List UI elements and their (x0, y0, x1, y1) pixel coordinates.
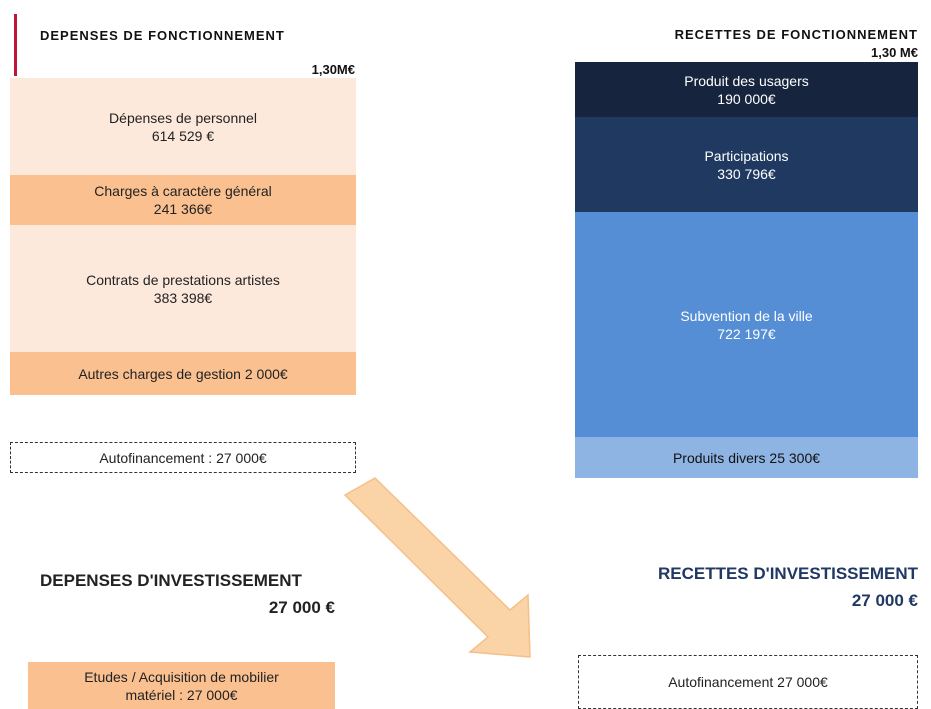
block: Participations 330 796€ (575, 117, 918, 212)
recettes-fonct-title: RECETTES DE FONCTIONNEMENT (674, 27, 918, 42)
depenses-invest-title: DEPENSES D'INVESTISSEMENT (40, 571, 302, 590)
block-line: matériel : 27 000€ (125, 686, 238, 703)
block: Subvention de la ville 722 197€ (575, 212, 918, 437)
autofinancement-label: Autofinancement : 27 000€ (99, 449, 267, 466)
depenses-invest-total: 27 000 € (268, 598, 335, 617)
block: Dépenses de personnel 614 529 € (10, 78, 356, 175)
recettes-fonct-total: 1,30 M€ (871, 45, 918, 60)
block: Charges à caractère général 241 366€ (10, 175, 356, 225)
arrow-shape (343, 477, 531, 658)
recettes-invest-title: RECETTES D'INVESTISSEMENT (657, 564, 918, 583)
block-line: 614 529 € (151, 127, 215, 144)
block-line: 330 796€ (717, 165, 776, 182)
block-line: 241 366€ (153, 201, 213, 217)
block-line: Produit des usagers (684, 72, 809, 89)
block-line: Subvention de la ville (680, 307, 813, 324)
block-line: Contrats de prestations artistes (86, 271, 280, 288)
block-line: Etudes / Acquisition de mobilier (84, 668, 279, 685)
block-line: Produits divers 25 300€ (672, 449, 821, 466)
block: Produits divers 25 300€ (575, 437, 918, 478)
block: Autres charges de gestion 2 000€ (10, 352, 356, 395)
block-line: Charges à caractère général (94, 183, 272, 199)
autofinancement-box: Autofinancement : 27 000€ (10, 442, 356, 473)
block-line: 383 398€ (153, 289, 213, 306)
block-line: Participations (704, 147, 789, 164)
accent-bar (14, 14, 17, 76)
block: Autofinancement 27 000€ (578, 655, 918, 709)
block: Contrats de prestations artistes 383 398€ (10, 225, 356, 352)
block-line: Autres charges de gestion 2 000€ (78, 365, 288, 382)
block-line: Dépenses de personnel (109, 109, 257, 126)
block: Produit des usagers 190 000€ (575, 62, 918, 117)
recettes-invest-total: 27 000 € (851, 591, 918, 610)
depenses-fonct-total: 1,30M€ (311, 62, 355, 77)
block-line: 722 197€ (717, 325, 776, 342)
block: Etudes / Acquisition de mobilier matériel… (28, 662, 335, 709)
depenses-fonct-title: DEPENSES DE FONCTIONNEMENT (40, 28, 285, 43)
block-line: 190 000€ (717, 90, 776, 107)
block-line: Autofinancement 27 000€ (668, 674, 828, 690)
